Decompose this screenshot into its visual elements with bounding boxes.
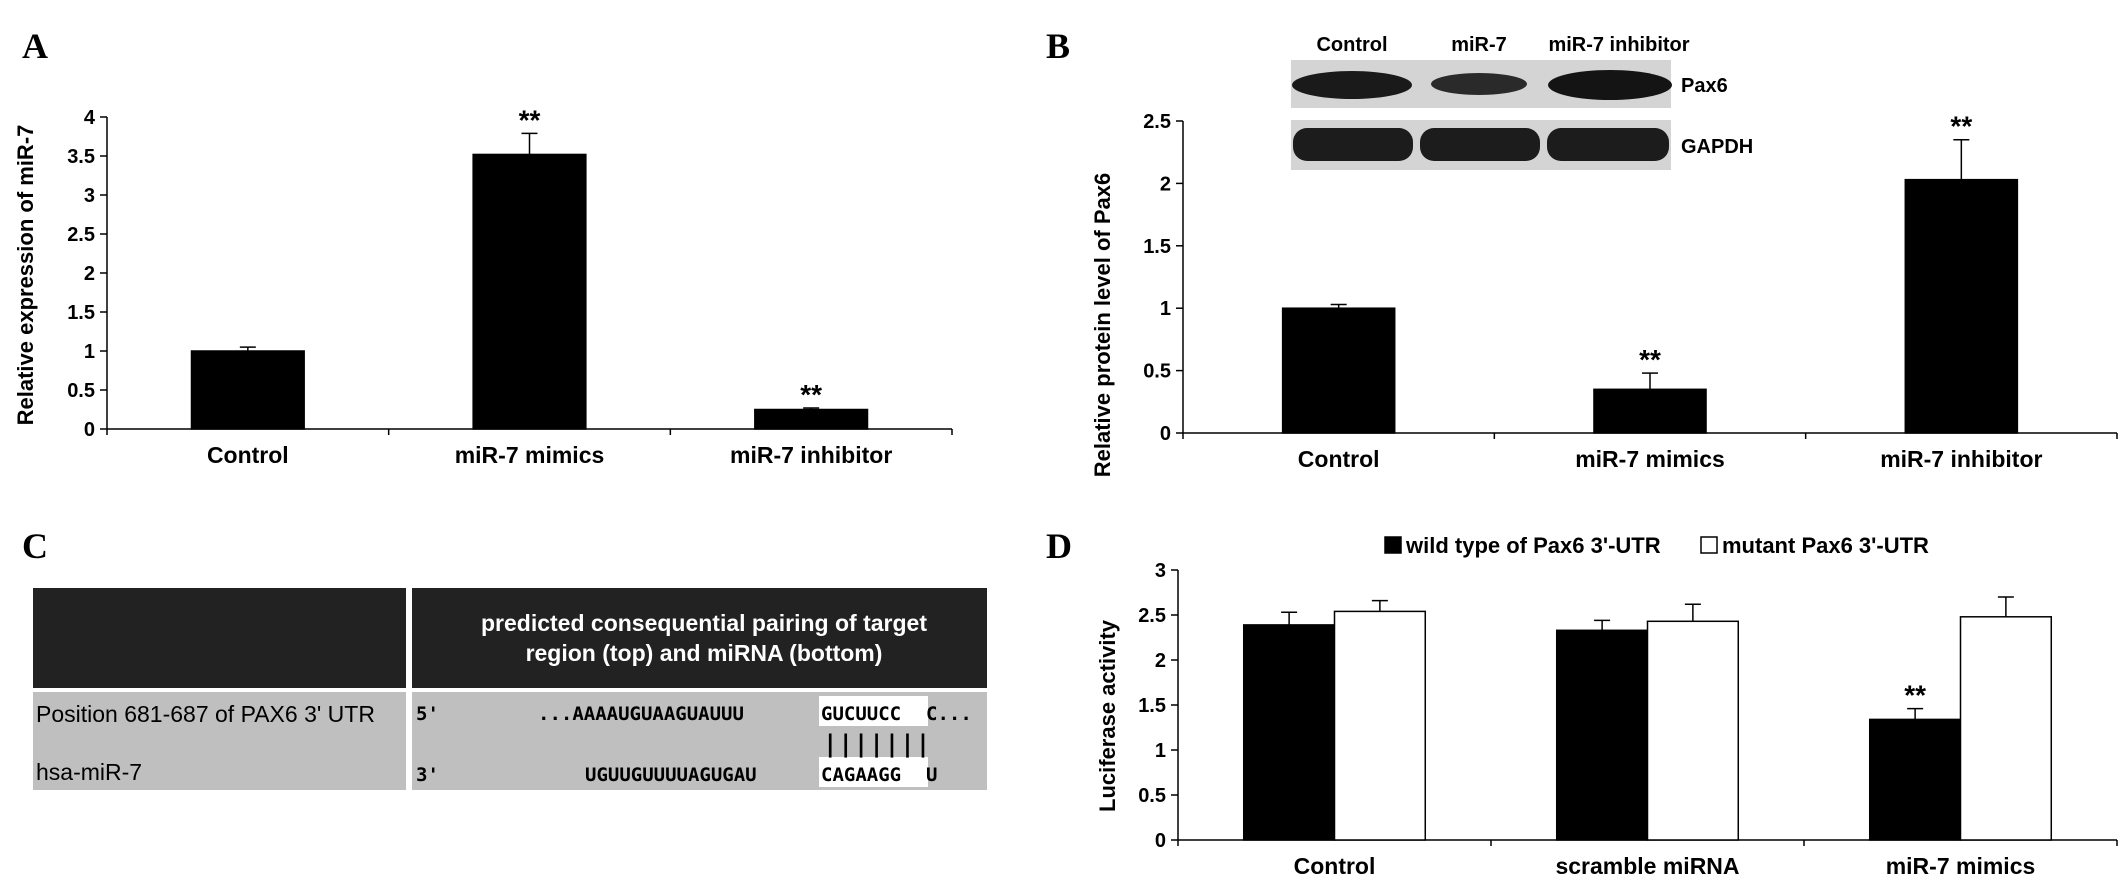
- chart-d-bar-mutant-control: [1333, 610, 1427, 841]
- blot-band-gapdh-mir7: [1420, 128, 1540, 161]
- chart-a-ytick-label: 0: [84, 419, 95, 441]
- chart-b-ytick-label: 1.5: [1143, 236, 1171, 258]
- blot-lane-label-control: Control: [1316, 34, 1387, 56]
- target-prefix: ...AAAAUGUAAGUAUUU: [538, 703, 744, 725]
- chart-a-ytick-label: 0.5: [67, 380, 95, 402]
- panel-letter-b: B: [1046, 26, 1070, 66]
- pairing-bars: |||||||: [823, 730, 931, 758]
- table-row-label-mirna: hsa-miR-7: [36, 759, 142, 785]
- chart-b: Relative protein level of Pax6 0 0.5 1 1.5 2…: [1090, 111, 2118, 477]
- mirna-three-prime: 3': [416, 764, 439, 786]
- legend-swatch-wild-type: [1384, 536, 1402, 554]
- blot-band-pax6-inhibitor: [1548, 70, 1672, 100]
- seed-highlight-target: [819, 696, 928, 726]
- legend-label-wild-type: wild type of Pax6 3'-UTR: [1405, 533, 1661, 558]
- chart-a-ytick-label: 4: [84, 107, 96, 129]
- chart-b-bar-mir-7-mimics: [1593, 388, 1707, 434]
- target-sequence: 5' ...AAAAUGUAAGUAUUU GUCUUCC C...: [416, 703, 972, 725]
- chart-d-legend: wild type of Pax6 3'-UTR mutant Pax6 3'-…: [1384, 533, 1929, 558]
- chart-b-category-label-mir-7-mimics: miR-7 mimics: [1575, 446, 1725, 472]
- table-header-line-2: region (top) and miRNA (bottom): [526, 640, 883, 666]
- chart-d-bar-wild-type-mir-7-mimics: [1868, 718, 1962, 841]
- chart-a-bar-mir-7-mimics: [472, 153, 587, 430]
- mirna-suffix: U: [926, 764, 937, 786]
- table-header-line-1: predicted consequential pairing of targe…: [481, 610, 927, 636]
- blot-band-label-pax6: Pax6: [1681, 75, 1728, 97]
- chart-b-category-label-mir-7-inhibitor: miR-7 inhibitor: [1880, 446, 2042, 472]
- target-five-prime: 5': [416, 703, 439, 725]
- chart-d-ytick-label: 2.5: [1138, 605, 1166, 627]
- blot-band-gapdh-inhibitor: [1547, 128, 1669, 161]
- chart-d-category-label-mir-7-mimics: miR-7 mimics: [1886, 853, 2036, 879]
- chart-d-bar-mutant-scramble-mirna: [1646, 620, 1740, 841]
- chart-d-ytick-label: 1: [1155, 740, 1166, 762]
- chart-a-category-label-mir-7-mimics: miR-7 mimics: [455, 442, 605, 468]
- chart-d-bar-wild-type-control: [1242, 624, 1336, 841]
- chart-b-ytick-label: 0.5: [1143, 361, 1171, 383]
- panel-letter-d: D: [1046, 526, 1072, 566]
- chart-d-ytick-label: 2: [1155, 650, 1166, 672]
- chart-b-bar-mir-7-inhibitor: [1904, 178, 2019, 434]
- chart-b-bar-control: [1281, 307, 1396, 434]
- blot-lane-label-mir7: miR-7: [1451, 34, 1507, 56]
- seed-highlight-mirna: [819, 757, 928, 787]
- western-blot: Control miR-7 miR-7 inhibitor Pax6 GAPDH: [1291, 34, 1753, 170]
- chart-a-category-label-mir-7-inhibitor: miR-7 inhibitor: [730, 442, 892, 468]
- blot-band-label-gapdh: GAPDH: [1681, 136, 1753, 158]
- blot-lane-label-inhibitor: miR-7 inhibitor: [1548, 34, 1689, 56]
- chart-d-significance-wild-type-mir-7-mimics: **: [1904, 680, 1926, 711]
- chart-a-bar-mir-7-inhibitor: [754, 408, 869, 430]
- chart-b-significance-mir-7-mimics: **: [1639, 344, 1661, 375]
- panel-letter-a: A: [22, 26, 48, 66]
- chart-a: Relative expression of miR-7 0 0.5 1 1.5 2 2.…: [13, 104, 953, 468]
- legend-swatch-mutant: [1700, 536, 1718, 554]
- chart-d: Luciferase activity wild type of Pax6 3'…: [1095, 533, 2118, 879]
- chart-a-category-label-control: Control: [207, 442, 289, 468]
- blot-band-pax6-control: [1292, 71, 1412, 99]
- chart-a-ytick-label: 1: [84, 341, 95, 363]
- chart-a-ytick-label: 1.5: [67, 302, 95, 324]
- chart-b-ytick-label: 2.5: [1143, 111, 1171, 133]
- mirna-sequence: 3' UGUUGUUUUAGUGAU CAGAAGG U: [416, 764, 937, 786]
- chart-d-ytick-label: 0.5: [1138, 785, 1166, 807]
- chart-d-ylabel: Luciferase activity: [1095, 619, 1120, 812]
- blot-band-gapdh-control: [1293, 128, 1413, 161]
- chart-a-significance-mir-7-mimics: **: [519, 104, 541, 135]
- pairing-table: predicted consequential pairing of targe…: [33, 588, 987, 790]
- mirna-seed: CAGAAGG: [821, 764, 901, 786]
- chart-a-ytick-label: 3: [84, 185, 95, 207]
- chart-b-category-label-control: Control: [1298, 446, 1380, 472]
- blot-band-pax6-mir7: [1431, 73, 1527, 95]
- table-body-left-cell: [33, 692, 406, 790]
- chart-d-ytick-label: 1.5: [1138, 695, 1166, 717]
- chart-b-significance-mir-7-inhibitor: **: [1950, 111, 1972, 142]
- legend-label-mutant: mutant Pax6 3'-UTR: [1722, 533, 1929, 558]
- chart-a-ytick-label: 2: [84, 263, 95, 285]
- chart-b-ytick-label: 2: [1160, 173, 1171, 195]
- table-header-left-cell: [33, 588, 406, 688]
- target-seed: GUCUUCC: [821, 703, 901, 725]
- chart-d-bar-wild-type-scramble-mirna: [1555, 629, 1649, 841]
- chart-a-bar-control: [190, 350, 305, 430]
- table-header-right-cell: [412, 588, 987, 688]
- panel-letter-c: C: [22, 526, 48, 566]
- chart-a-ytick-label: 3.5: [67, 146, 95, 168]
- chart-d-ytick-label: 3: [1155, 560, 1166, 582]
- chart-b-ylabel: Relative protein level of Pax6: [1090, 173, 1115, 477]
- chart-a-ytick-label: 2.5: [67, 224, 95, 246]
- chart-a-ylabel: Relative expression of miR-7: [13, 125, 38, 426]
- target-suffix: C...: [926, 703, 972, 725]
- mirna-prefix: UGUUGUUUUAGUGAU: [585, 764, 757, 786]
- chart-d-category-label-control: Control: [1294, 853, 1376, 879]
- table-row-label-target: Position 681-687 of PAX6 3' UTR: [36, 701, 375, 727]
- chart-b-ytick-label: 1: [1160, 298, 1171, 320]
- chart-d-bar-mutant-mir-7-mimics: [1959, 616, 2053, 841]
- chart-b-ytick-label: 0: [1160, 423, 1171, 445]
- chart-a-significance-mir-7-inhibitor: **: [800, 379, 822, 410]
- chart-d-category-label-scramble-mirna: scramble miRNA: [1555, 853, 1739, 879]
- chart-d-ytick-label: 0: [1155, 830, 1166, 852]
